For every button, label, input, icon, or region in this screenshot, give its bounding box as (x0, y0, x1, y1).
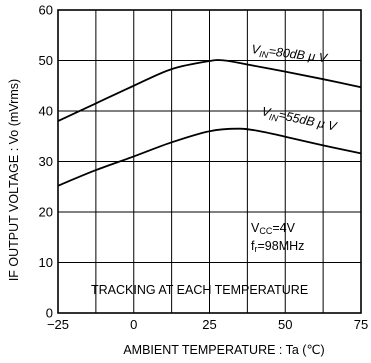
series-line-1 (57, 127, 362, 187)
x-tick-label: 75 (354, 317, 368, 332)
plot-frame (57, 9, 362, 314)
grid-lines (58, 10, 361, 313)
y-tick-label: 0 (46, 306, 53, 321)
vcc-annotation: VCC=4V (251, 221, 296, 236)
y-tick-label: 10 (39, 255, 53, 270)
series-label-80db: VIN=80dB μ V (250, 42, 329, 67)
x-axis-label: AMBIENT TEMPERATURE : Ta (℃) (123, 343, 324, 357)
x-tick-label: −25 (47, 317, 69, 332)
y-tick-label: 40 (39, 104, 53, 119)
curves (57, 59, 362, 187)
x-tick-labels: −25 0 25 50 75 (47, 317, 368, 332)
x-tick-label: 0 (130, 317, 137, 332)
y-tick-labels: 0 10 20 30 40 50 60 (39, 3, 53, 321)
y-tick-label: 20 (39, 205, 53, 220)
y-tick-label: 30 (39, 154, 53, 169)
x-tick-label: 25 (202, 317, 216, 332)
y-tick-label: 60 (39, 3, 53, 18)
x-tick-label: 50 (278, 317, 292, 332)
tracking-annotation: TRACKING AT EACH TEMPERATURE (91, 283, 308, 297)
series-label-55db: VIN=55dB μ V (260, 104, 339, 136)
y-axis-label: IF OUTPUT VOLTAGE : Vo (mVrms) (7, 79, 21, 281)
fr-annotation: fr=98MHz (251, 239, 304, 254)
y-tick-label: 50 (39, 53, 53, 68)
series-line-0 (57, 59, 362, 122)
